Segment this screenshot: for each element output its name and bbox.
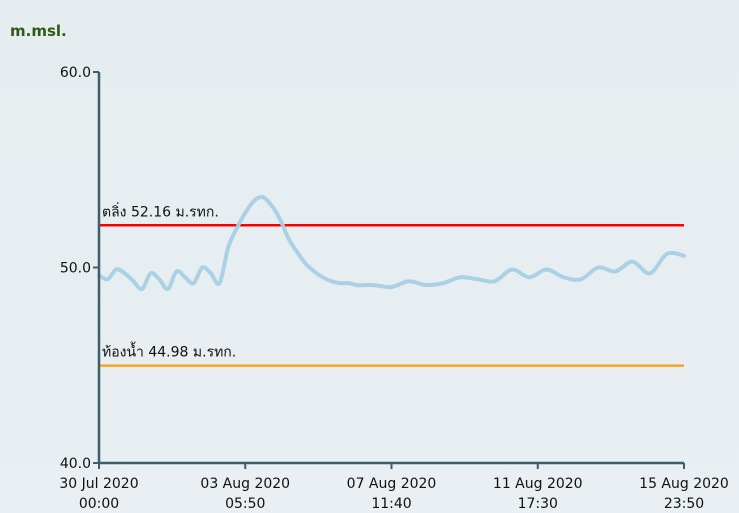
data-point <box>269 203 273 207</box>
data-point <box>278 217 282 221</box>
x-tick-label-time: 11:40 <box>371 496 411 512</box>
data-point <box>295 250 299 254</box>
data-point <box>390 285 394 289</box>
data-point <box>183 275 187 279</box>
data-point <box>510 267 514 272</box>
data-point <box>596 265 600 270</box>
x-tick-label-date: 30 Jul 2020 <box>59 476 138 492</box>
data-point <box>252 199 256 203</box>
data-point <box>286 236 290 240</box>
x-tick-label-date: 07 Aug 2020 <box>347 476 437 492</box>
y-tick-label: 40.0 <box>60 456 91 472</box>
data-point <box>682 254 686 258</box>
x-tick-label-date: 03 Aug 2020 <box>200 476 290 492</box>
data-point <box>372 283 376 287</box>
data-point <box>174 269 179 273</box>
data-point <box>579 277 583 281</box>
data-point <box>493 279 497 283</box>
data-point <box>304 262 308 266</box>
data-point <box>131 279 135 283</box>
data-point <box>209 271 213 275</box>
data-point <box>157 277 161 281</box>
data-point <box>217 281 222 285</box>
data-point <box>364 283 368 287</box>
data-point <box>355 283 359 287</box>
data-point <box>476 277 480 281</box>
data-point <box>424 283 428 287</box>
data-point <box>192 281 196 285</box>
data-point <box>441 281 445 285</box>
data-point <box>166 287 170 291</box>
data-point <box>665 252 669 256</box>
data-point <box>648 271 652 275</box>
reference-label-bank: ตลิ่ง 52.16 ม.รทก. <box>102 202 219 220</box>
x-tick-label-time: 17:30 <box>518 496 558 512</box>
data-point <box>312 269 316 273</box>
data-point <box>631 260 635 264</box>
data-point <box>235 226 239 230</box>
data-point <box>140 287 144 291</box>
data-point <box>114 267 118 272</box>
data-point <box>562 275 566 279</box>
data-point <box>200 265 204 270</box>
x-tick-label-time: 05:50 <box>225 496 265 512</box>
data-point <box>527 275 531 279</box>
data-point <box>106 277 110 281</box>
data-point <box>407 279 411 283</box>
data-point <box>123 271 127 275</box>
data-point <box>544 267 549 272</box>
data-point <box>321 275 325 279</box>
data-point <box>458 275 463 279</box>
y-tick-label: 60.0 <box>60 65 91 81</box>
x-tick-label-date: 15 Aug 2020 <box>639 476 729 492</box>
data-point <box>260 195 265 199</box>
data-point <box>329 279 333 283</box>
data-point <box>226 246 230 250</box>
y-axis-unit-label: m.msl. <box>10 22 67 40</box>
data-point <box>338 281 342 285</box>
x-tick-label-date: 11 Aug 2020 <box>493 476 583 492</box>
reference-label-bed: ท้องน้ำ 44.98 ม.รทก. <box>102 342 236 361</box>
data-point <box>347 281 351 285</box>
data-point <box>243 211 247 215</box>
x-tick-label-time: 23:50 <box>664 496 704 512</box>
data-point <box>149 271 153 275</box>
x-tick-label-time: 00:00 <box>79 496 119 512</box>
y-tick-label: 50.0 <box>60 261 91 277</box>
data-point <box>613 269 618 273</box>
